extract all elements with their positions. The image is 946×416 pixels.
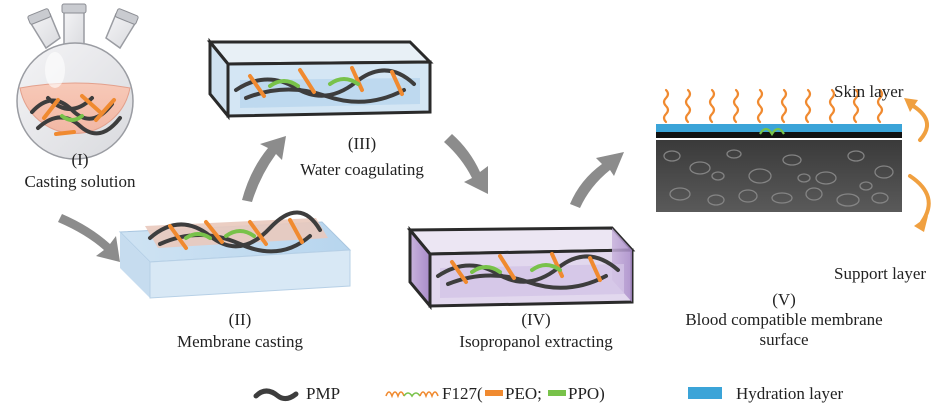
skin-layer-label: Skin layer bbox=[834, 82, 904, 101]
legend-hydration-label: Hydration layer bbox=[736, 384, 844, 403]
three-neck-flask bbox=[16, 3, 139, 160]
support-layer-label: Support layer bbox=[834, 264, 927, 283]
step-1-caption: Casting solution bbox=[24, 172, 136, 191]
peo-swatch bbox=[485, 390, 503, 396]
step-2-caption: Membrane casting bbox=[176, 332, 304, 351]
step-3-caption: Water coagulating bbox=[300, 160, 424, 179]
legend-f127-label: F127( bbox=[442, 384, 483, 403]
pmp-swatch bbox=[253, 388, 299, 402]
water-bath bbox=[206, 37, 434, 121]
f127-swatch bbox=[385, 391, 439, 399]
step-3-numeral: (III) bbox=[347, 134, 377, 153]
layer-arrows bbox=[908, 102, 931, 224]
casting-slab bbox=[118, 210, 352, 299]
step-2-numeral: (II) bbox=[228, 310, 252, 329]
step-5-numeral: (V) bbox=[772, 290, 796, 309]
step-5-caption-line1: Blood compatible membrane bbox=[685, 310, 883, 329]
membrane-cross-section bbox=[656, 88, 902, 212]
layer-arrowheads bbox=[904, 98, 928, 232]
isopropanol-bath bbox=[406, 225, 636, 311]
process-arrows bbox=[58, 134, 624, 262]
ppo-swatch bbox=[548, 390, 566, 396]
step-1-numeral: (I) bbox=[71, 150, 89, 169]
step-4-numeral: (IV) bbox=[521, 310, 551, 329]
legend-swatches bbox=[253, 387, 722, 402]
step-4-caption: Isopropanol extracting bbox=[459, 332, 613, 351]
legend-peo-label: PEO; bbox=[505, 384, 542, 403]
legend-pmp-label: PMP bbox=[306, 384, 341, 403]
step-5-caption-line2: surface bbox=[759, 330, 809, 349]
legend-ppo-label: PPO) bbox=[568, 384, 605, 403]
hydration-swatch bbox=[688, 387, 722, 399]
